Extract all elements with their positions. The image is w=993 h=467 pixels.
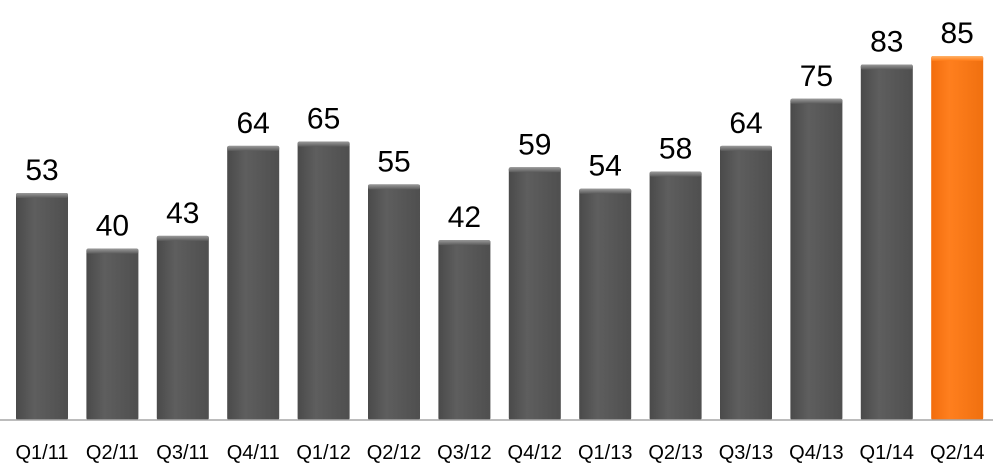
category-label: Q3/11 xyxy=(156,442,209,464)
bar-body xyxy=(16,193,68,420)
bar-Q1-14 xyxy=(860,64,913,421)
bar-body xyxy=(156,235,209,420)
bar-Q2-12 xyxy=(368,184,420,420)
category-label: Q1/14 xyxy=(860,442,914,464)
bar-Q2-13 xyxy=(649,171,702,420)
category-label: Q1/13 xyxy=(578,442,632,464)
bar-body xyxy=(227,145,280,421)
category-label: Q2/11 xyxy=(86,442,139,464)
bar-Q1-12 xyxy=(297,141,350,421)
bar-top-bevel xyxy=(790,98,843,104)
bar-body xyxy=(438,240,491,420)
bar-body xyxy=(579,188,632,420)
value-label: 43 xyxy=(166,197,199,230)
category-label: Q2/13 xyxy=(648,442,702,464)
bar-top-bevel xyxy=(86,248,139,254)
bar-top-bevel xyxy=(508,167,561,173)
value-label: 58 xyxy=(659,133,692,166)
bar-Q4-13 xyxy=(790,98,843,420)
category-label: Q2/12 xyxy=(367,442,421,464)
category-label: Q3/12 xyxy=(437,442,491,464)
bar-body xyxy=(297,141,350,421)
bar-body xyxy=(508,167,561,420)
bar-Q2-14 xyxy=(931,55,984,421)
value-label: 64 xyxy=(237,107,270,140)
category-label: Q4/11 xyxy=(227,442,280,464)
bar-body xyxy=(860,64,913,421)
bar-body xyxy=(790,98,843,420)
bar-Q2-11 xyxy=(86,248,139,420)
category-label: Q1/11 xyxy=(16,442,69,464)
bar-body xyxy=(931,55,984,421)
bar-Q3-12 xyxy=(438,240,491,420)
bar-body xyxy=(368,184,420,420)
value-label: 42 xyxy=(448,201,481,234)
bar-body xyxy=(720,145,772,421)
bar-Q4-11 xyxy=(227,145,280,421)
bar-top-bevel xyxy=(720,145,772,151)
value-label: 59 xyxy=(518,128,551,161)
value-label: 54 xyxy=(589,150,622,183)
value-label: 83 xyxy=(870,26,903,59)
bar-top-bevel xyxy=(579,188,632,194)
category-label: Q4/13 xyxy=(789,442,843,464)
bar-body xyxy=(649,171,702,420)
bar-Q1-11 xyxy=(16,193,68,420)
category-label: Q2/14 xyxy=(930,442,984,464)
bar-top-bevel xyxy=(649,171,702,177)
value-label: 64 xyxy=(729,107,762,140)
bar-Q1-13 xyxy=(579,188,632,420)
bar-top-bevel xyxy=(297,141,350,147)
value-label: 55 xyxy=(377,145,410,178)
category-label: Q3/13 xyxy=(719,442,773,464)
value-label: 65 xyxy=(307,103,340,136)
value-label: 53 xyxy=(25,154,58,187)
bar-top-bevel xyxy=(931,55,984,61)
bar-body xyxy=(86,248,139,420)
value-label: 40 xyxy=(96,210,129,243)
bar-top-bevel xyxy=(438,240,491,246)
category-label: Q4/12 xyxy=(508,442,562,464)
bar-top-bevel xyxy=(368,184,420,190)
bar-top-bevel xyxy=(860,64,913,70)
bar-top-bevel xyxy=(227,145,280,151)
bar-Q3-13 xyxy=(720,145,772,421)
bar-top-bevel xyxy=(16,193,68,198)
category-label: Q1/12 xyxy=(296,442,350,464)
bar-top-bevel xyxy=(156,235,209,241)
bar-Q4-12 xyxy=(508,167,561,420)
value-label: 75 xyxy=(800,60,833,93)
value-label: 85 xyxy=(941,17,974,50)
bar-Q3-11 xyxy=(156,235,209,420)
